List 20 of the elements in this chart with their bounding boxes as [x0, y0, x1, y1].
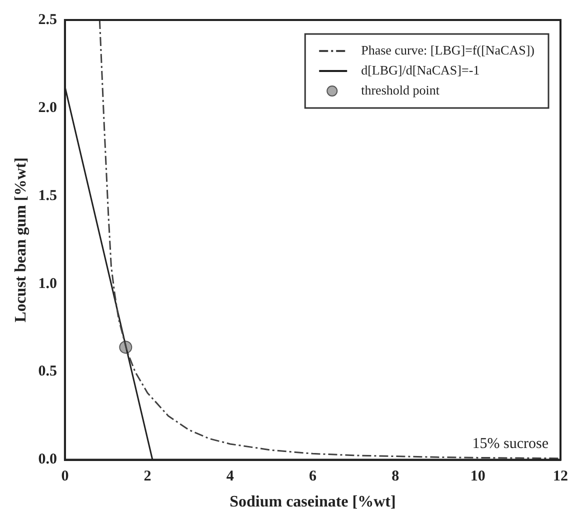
y-tick-label: 2.0 — [38, 100, 57, 116]
x-axis-title: Sodium caseinate [%wt] — [230, 494, 396, 511]
x-tick-label: 4 — [226, 468, 234, 485]
legend-label: threshold point — [361, 82, 440, 98]
x-tick-label: 6 — [308, 468, 317, 485]
y-tick-label: 2.5 — [38, 12, 57, 28]
y-tick-label: 1.5 — [38, 188, 57, 204]
x-tick-label: 0 — [61, 468, 69, 485]
x-tick-label: 10 — [470, 468, 486, 485]
x-tick-label: 2 — [144, 468, 152, 485]
x-tick-label: 12 — [553, 468, 568, 485]
x-tick-label: 8 — [392, 468, 400, 485]
legend-label: Phase curve: [LBG]=f([NaCAS]) — [361, 42, 535, 58]
legend-label: d[LBG]/d[NaCAS]=-1 — [361, 62, 480, 78]
y-tick-label: 0.0 — [38, 452, 57, 468]
y-axis-title: Locust bean gum [%wt] — [12, 157, 30, 322]
y-tick-label: 1.0 — [38, 276, 57, 292]
line-series — [98, 20, 560, 460]
y-tick-label: 0.5 — [38, 364, 57, 380]
annotation: 15% sucrose — [472, 436, 549, 452]
